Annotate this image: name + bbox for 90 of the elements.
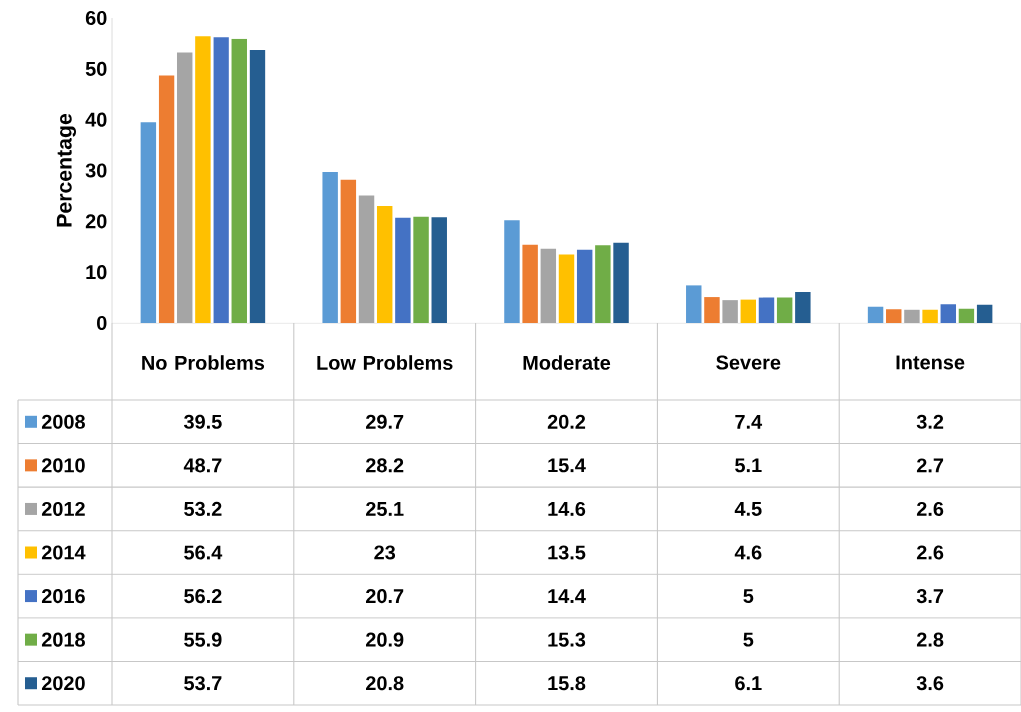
data-label: 20.8 xyxy=(366,676,404,691)
bar xyxy=(249,50,266,324)
data-label: 7.4 xyxy=(735,414,763,429)
y-axis-title: Percentage xyxy=(56,113,77,227)
bar xyxy=(867,306,884,324)
bar xyxy=(758,297,775,324)
legend-label: 2016 xyxy=(41,589,85,604)
bar xyxy=(922,309,938,324)
bar xyxy=(540,248,557,324)
data-label: 15.8 xyxy=(548,676,586,691)
bar xyxy=(340,179,357,324)
legend-label: 2018 xyxy=(41,632,85,647)
data-label: 15.4 xyxy=(548,458,586,473)
data-label: 55.9 xyxy=(184,632,222,647)
legend-label: 2014 xyxy=(41,545,86,560)
bar xyxy=(504,220,520,324)
bar xyxy=(740,299,757,324)
bar xyxy=(886,309,902,324)
y-tick-label: 60 xyxy=(85,10,107,26)
data-label: 4.6 xyxy=(734,545,762,560)
bar xyxy=(376,206,393,324)
data-label: 20.9 xyxy=(366,632,404,647)
data-label: 20.2 xyxy=(547,414,586,429)
legend-label: 2012 xyxy=(41,501,85,516)
data-label: 3.2 xyxy=(916,414,944,429)
legend-label: 2020 xyxy=(41,676,85,691)
data-label: 2.6 xyxy=(916,501,944,516)
bar xyxy=(613,242,629,324)
data-label: 15.3 xyxy=(548,632,586,647)
bar xyxy=(576,249,593,324)
bar xyxy=(940,304,957,324)
bar xyxy=(958,308,975,324)
data-label: 25.1 xyxy=(366,501,404,516)
bar xyxy=(722,300,738,324)
bar xyxy=(595,245,611,324)
data-label: 5 xyxy=(743,632,754,647)
bar xyxy=(158,75,175,324)
bar xyxy=(413,216,429,324)
bar xyxy=(522,244,538,324)
x-tick-label: Low Problems xyxy=(317,355,453,370)
y-tick-label: 40 xyxy=(85,112,107,127)
legend-label: 2008 xyxy=(41,414,85,429)
data-label: 3.7 xyxy=(916,589,944,604)
bar xyxy=(140,122,157,324)
bar xyxy=(358,195,375,324)
bar xyxy=(231,38,247,324)
data-label: 28.2 xyxy=(366,458,404,473)
bar xyxy=(322,172,338,324)
y-tick-label: 20 xyxy=(85,214,107,229)
data-label: 2.8 xyxy=(916,632,944,647)
y-tick-label: 30 xyxy=(85,163,107,178)
bar xyxy=(704,297,720,324)
data-label: 23 xyxy=(374,545,396,560)
data-label: 4.5 xyxy=(734,501,762,516)
x-tick-label: Severe xyxy=(716,355,781,370)
data-label: 13.5 xyxy=(548,545,586,560)
data-label: 20.7 xyxy=(366,589,404,604)
bar xyxy=(795,291,811,324)
data-label: 5.1 xyxy=(735,458,762,473)
y-tick-label: 0 xyxy=(97,315,107,331)
data-label: 2.6 xyxy=(916,545,944,560)
data-label: 56.4 xyxy=(184,545,223,560)
data-label: 3.6 xyxy=(916,676,944,691)
y-tick-label: 10 xyxy=(86,265,107,280)
bar xyxy=(176,52,193,324)
data-label: 39.5 xyxy=(183,414,222,429)
bar xyxy=(213,37,229,324)
bar xyxy=(558,254,575,324)
bar xyxy=(395,217,411,324)
y-tick-label: 50 xyxy=(85,61,107,76)
bar xyxy=(195,36,211,324)
bar xyxy=(904,309,920,324)
data-label: 14.4 xyxy=(548,589,586,603)
bar xyxy=(686,285,702,324)
bar xyxy=(431,217,447,324)
data-label: 53.7 xyxy=(184,676,222,691)
data-label: 29.7 xyxy=(366,414,404,429)
data-label: 6.1 xyxy=(735,676,762,691)
data-label: 56.2 xyxy=(184,589,222,604)
data-label: 5 xyxy=(743,589,754,604)
bar xyxy=(776,297,793,324)
bar xyxy=(976,304,993,324)
data-label: 48.7 xyxy=(183,458,222,473)
x-tick-label: Moderate xyxy=(523,355,611,370)
data-label: 14.6 xyxy=(548,501,586,516)
data-label: 2.7 xyxy=(916,458,944,473)
legend-label: 2010 xyxy=(41,458,85,473)
data-label: 53.2 xyxy=(184,501,222,517)
x-tick-label: Intense xyxy=(896,355,965,370)
x-tick-label: No Problems xyxy=(142,355,265,370)
